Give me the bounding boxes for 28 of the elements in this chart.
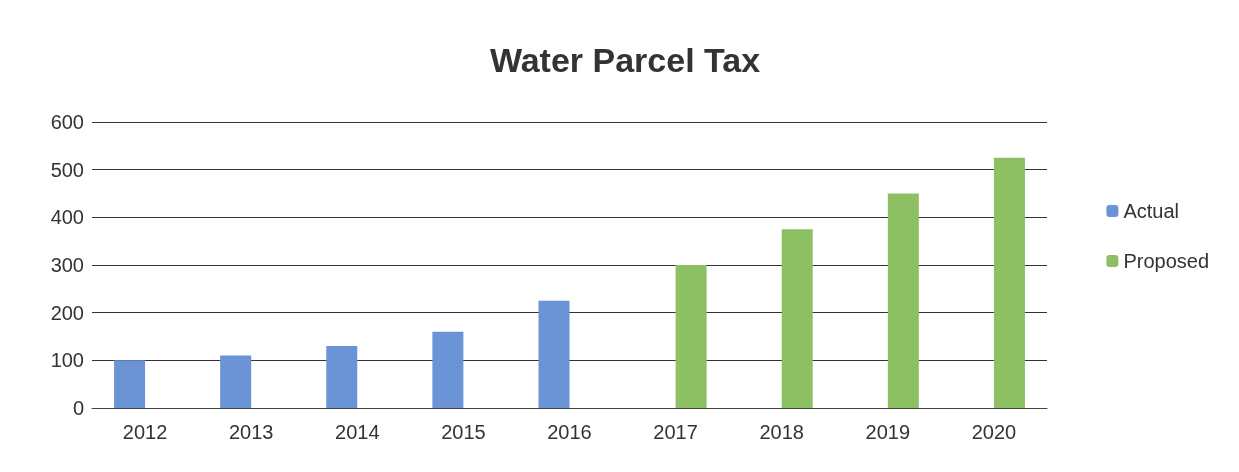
bar bbox=[781, 229, 813, 408]
x-tick-label: 2013 bbox=[228, 421, 274, 443]
legend-label: Proposed bbox=[1123, 250, 1210, 272]
bar bbox=[538, 300, 570, 408]
x-tick-label: 2019 bbox=[865, 421, 911, 443]
bar bbox=[220, 355, 252, 408]
bar bbox=[675, 265, 707, 408]
x-tick-label: 2020 bbox=[971, 421, 1017, 443]
legend-label: Actual bbox=[1123, 200, 1179, 222]
y-tick-label: 400 bbox=[50, 206, 84, 229]
x-tick-label: 2015 bbox=[441, 421, 486, 443]
bar bbox=[993, 157, 1025, 408]
y-tick-label: 100 bbox=[50, 349, 84, 372]
y-tick-label: 200 bbox=[50, 301, 84, 324]
bar bbox=[887, 193, 919, 408]
x-tick-label: 2012 bbox=[122, 421, 168, 443]
y-tick-label: 600 bbox=[50, 111, 84, 133]
bar bbox=[114, 360, 146, 408]
x-tick-label: 2016 bbox=[547, 421, 592, 443]
chart-title: Water Parcel Tax bbox=[489, 41, 761, 79]
y-tick-label: 0 bbox=[72, 397, 84, 419]
x-tick-label: 2018 bbox=[759, 421, 804, 443]
y-tick-label: 500 bbox=[50, 158, 84, 181]
bar bbox=[432, 331, 464, 408]
y-tick-label: 300 bbox=[50, 254, 84, 276]
x-tick-label: 2014 bbox=[335, 421, 380, 443]
bar bbox=[326, 346, 358, 408]
x-tick-label: 2017 bbox=[653, 421, 698, 443]
